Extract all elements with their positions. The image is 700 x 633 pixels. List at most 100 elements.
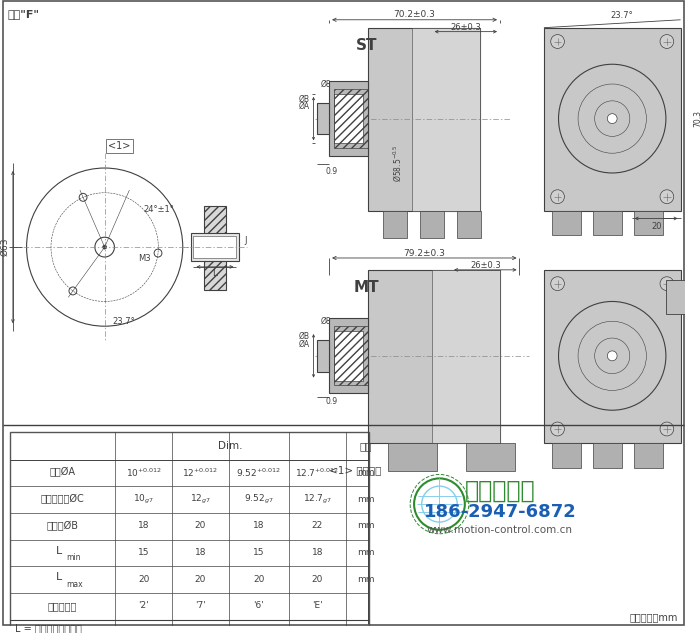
Text: 20: 20: [312, 575, 323, 584]
Bar: [368, 28, 480, 211]
Bar: [552, 443, 581, 468]
Text: 10$^{+0.012}$: 10$^{+0.012}$: [125, 467, 162, 479]
Bar: [334, 89, 368, 148]
Bar: [544, 28, 680, 211]
Text: L = 匹配轴的深入长度: L = 匹配轴的深入长度: [15, 624, 82, 633]
Bar: [420, 211, 444, 238]
Bar: [329, 81, 368, 156]
Bar: [204, 206, 225, 290]
Bar: [466, 443, 514, 470]
Text: 0.9: 0.9: [325, 397, 337, 406]
Text: L: L: [56, 546, 62, 556]
Circle shape: [660, 422, 673, 436]
Bar: [10, 432, 369, 633]
Text: 70.2±0.3: 70.2±0.3: [393, 10, 435, 20]
Text: 'E': 'E': [312, 601, 323, 610]
Bar: [552, 211, 581, 235]
Bar: [334, 331, 363, 380]
Text: ØA: ØA: [298, 103, 309, 111]
Text: 15: 15: [138, 548, 150, 557]
Circle shape: [660, 277, 673, 291]
Bar: [368, 270, 500, 443]
Circle shape: [551, 190, 564, 204]
Text: Ø63: Ø63: [1, 238, 10, 256]
Text: 70.3: 70.3: [694, 110, 700, 127]
Text: ØB: ØB: [299, 94, 309, 103]
Text: mm: mm: [358, 548, 375, 557]
Bar: [432, 270, 500, 443]
Text: 10$_{g7}$: 10$_{g7}$: [133, 492, 154, 506]
Bar: [106, 139, 133, 153]
Text: 26±0.3: 26±0.3: [450, 23, 481, 32]
Bar: [634, 211, 663, 235]
Text: ST: ST: [356, 38, 377, 53]
Text: min: min: [66, 553, 81, 562]
Text: ØB: ØB: [299, 332, 309, 341]
Bar: [329, 318, 368, 393]
Bar: [666, 280, 685, 315]
Text: 20: 20: [253, 575, 265, 584]
Text: 尺寸单位：mm: 尺寸单位：mm: [629, 611, 678, 622]
Text: 23.7°: 23.7°: [610, 11, 634, 20]
Text: 18: 18: [195, 548, 206, 557]
Text: 盲轴"F": 盲轴"F": [7, 9, 39, 19]
Text: 26±0.3: 26±0.3: [470, 261, 500, 270]
Text: 18: 18: [138, 522, 150, 530]
Circle shape: [608, 114, 617, 123]
Text: 15: 15: [253, 548, 265, 557]
Text: 9.52$^{+0.012}$: 9.52$^{+0.012}$: [237, 467, 281, 479]
Text: 12$_{g7}$: 12$_{g7}$: [190, 492, 211, 506]
Text: 0.9: 0.9: [325, 168, 337, 177]
Text: 9.52$_{g7}$: 9.52$_{g7}$: [244, 492, 274, 506]
Bar: [317, 103, 329, 134]
Text: Ø58.5$^{-0.5}$: Ø58.5$^{-0.5}$: [391, 144, 403, 182]
Text: '2': '2': [139, 601, 149, 610]
Circle shape: [551, 35, 564, 49]
Text: 24°±1°: 24°±1°: [143, 205, 174, 214]
Bar: [388, 443, 437, 470]
Text: MT: MT: [354, 280, 379, 295]
Text: 186-2947-6872: 186-2947-6872: [424, 503, 576, 521]
Text: www.motion-control.com.cn: www.motion-control.com.cn: [427, 525, 573, 535]
Text: '7': '7': [195, 601, 206, 610]
Text: 12.7$^{+0.012}$: 12.7$^{+0.012}$: [295, 467, 340, 479]
Text: 单位: 单位: [360, 441, 372, 451]
Text: 20: 20: [195, 522, 206, 530]
Text: 18: 18: [312, 548, 323, 557]
Bar: [334, 326, 368, 385]
Circle shape: [660, 35, 673, 49]
Text: <1>: <1>: [108, 141, 130, 151]
Text: 23.7°: 23.7°: [113, 316, 136, 326]
Text: L: L: [56, 572, 62, 582]
Circle shape: [551, 422, 564, 436]
Text: ØA: ØA: [298, 339, 309, 349]
Text: Ø8: Ø8: [321, 80, 332, 89]
Bar: [334, 94, 363, 143]
Text: mm: mm: [358, 468, 375, 477]
Text: Dim.: Dim.: [218, 441, 243, 451]
Text: mm: mm: [358, 522, 375, 530]
Bar: [190, 234, 239, 261]
Bar: [457, 211, 482, 238]
Circle shape: [660, 190, 673, 204]
Text: 轴类型代码: 轴类型代码: [48, 601, 78, 611]
Text: 西安德伍拓: 西安德伍拓: [465, 479, 536, 502]
Text: 20: 20: [138, 575, 149, 584]
Text: 12.7$_{g7}$: 12.7$_{g7}$: [303, 492, 332, 506]
Text: 18: 18: [253, 522, 265, 530]
Text: 79.2±0.3: 79.2±0.3: [403, 249, 444, 258]
Circle shape: [103, 245, 106, 249]
Bar: [634, 443, 663, 468]
Bar: [544, 270, 680, 443]
Text: J: J: [244, 235, 246, 245]
Text: Ø8: Ø8: [321, 316, 332, 326]
Text: 20: 20: [651, 222, 661, 231]
Text: mm: mm: [358, 494, 375, 504]
Text: <1> 客户端面: <1> 客户端面: [329, 465, 382, 475]
Text: M3: M3: [138, 254, 150, 263]
Text: 22: 22: [312, 522, 323, 530]
Text: max: max: [66, 580, 83, 589]
Text: 盲轴ØA: 盲轴ØA: [50, 467, 76, 477]
Text: 12$^{+0.012}$: 12$^{+0.012}$: [182, 467, 218, 479]
Bar: [593, 443, 622, 468]
